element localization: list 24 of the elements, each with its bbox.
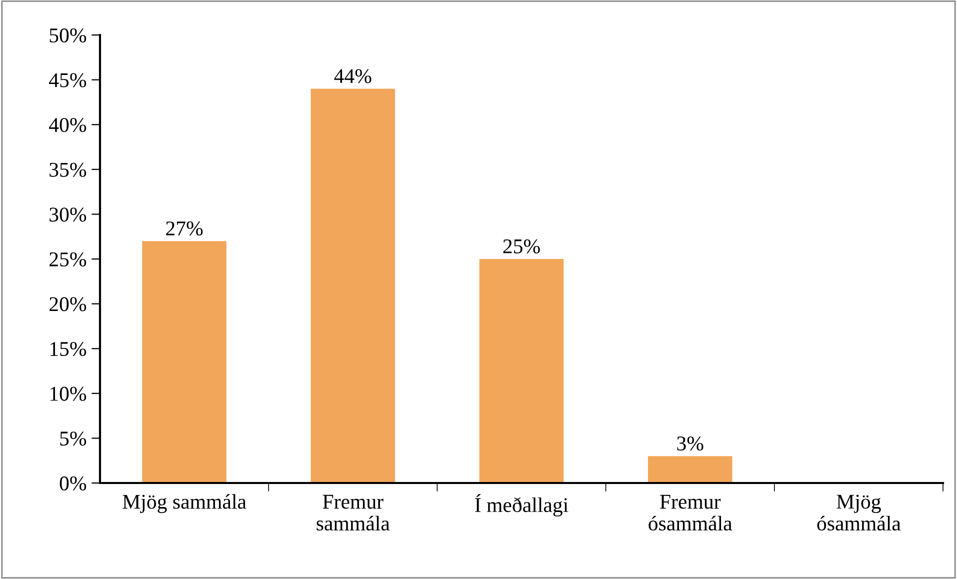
data-label: 3% xyxy=(677,436,704,451)
y-tick-label: 35% xyxy=(50,162,86,177)
x-tick-label: Mjög sammála xyxy=(122,494,246,514)
bar xyxy=(142,241,226,483)
x-tick-label: Í meðallagi xyxy=(475,494,568,516)
bar xyxy=(310,88,396,483)
x-tick-label: Fremur ósammála xyxy=(648,494,732,531)
y-tick-label: 0% xyxy=(60,476,86,490)
x-tick-label: Mjög ósammála xyxy=(817,494,901,531)
y-tick-label: 40% xyxy=(49,118,86,132)
y-tick-label: 25% xyxy=(50,252,86,266)
y-tick-label: 5% xyxy=(60,432,86,446)
x-tick-label: Fremur sammála xyxy=(316,494,390,531)
y-tick-label: 30% xyxy=(50,208,86,222)
bar xyxy=(648,456,732,483)
data-label: 27% xyxy=(166,221,203,236)
data-label: 25% xyxy=(503,239,540,254)
y-tick-label: 10% xyxy=(50,386,86,401)
y-tick-label: 50% xyxy=(50,28,86,42)
bar xyxy=(479,259,564,483)
y-tick-label: 15% xyxy=(50,342,86,356)
y-tick-label: 20% xyxy=(50,297,86,312)
y-tick-label: 45% xyxy=(49,73,86,88)
data-label: 44% xyxy=(334,69,372,84)
